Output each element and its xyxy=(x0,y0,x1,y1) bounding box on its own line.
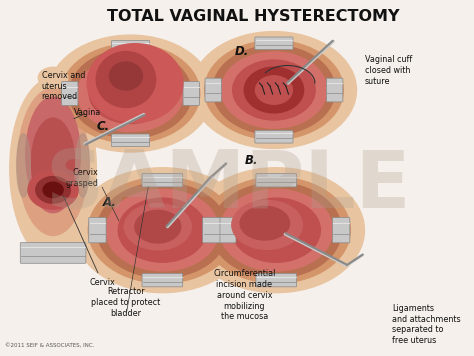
FancyBboxPatch shape xyxy=(332,218,350,243)
Text: SAMPLE: SAMPLE xyxy=(46,147,411,225)
Text: TOTAL VAGINAL HYSTERECTOMY: TOTAL VAGINAL HYSTERECTOMY xyxy=(107,10,400,25)
Circle shape xyxy=(28,171,78,209)
FancyBboxPatch shape xyxy=(62,82,78,105)
Ellipse shape xyxy=(191,32,356,148)
Text: D.: D. xyxy=(235,45,249,58)
Ellipse shape xyxy=(48,35,213,152)
Ellipse shape xyxy=(124,204,191,250)
Ellipse shape xyxy=(205,41,343,140)
Ellipse shape xyxy=(221,52,327,128)
Text: Cervix
grasped: Cervix grasped xyxy=(66,168,99,188)
FancyBboxPatch shape xyxy=(256,173,297,187)
Text: C.: C. xyxy=(96,120,109,134)
Ellipse shape xyxy=(38,67,68,88)
Ellipse shape xyxy=(135,210,181,243)
FancyBboxPatch shape xyxy=(219,218,236,243)
Ellipse shape xyxy=(76,134,90,197)
FancyBboxPatch shape xyxy=(256,273,297,287)
Text: Cervix and
uterus
removed: Cervix and uterus removed xyxy=(42,71,85,101)
FancyBboxPatch shape xyxy=(255,37,293,49)
Ellipse shape xyxy=(232,200,302,249)
Ellipse shape xyxy=(78,56,183,132)
Ellipse shape xyxy=(118,198,207,262)
Ellipse shape xyxy=(97,183,228,278)
FancyBboxPatch shape xyxy=(255,131,293,143)
Text: B.: B. xyxy=(244,154,258,167)
Ellipse shape xyxy=(61,44,200,143)
Ellipse shape xyxy=(213,46,335,135)
FancyBboxPatch shape xyxy=(327,78,343,102)
Text: A.: A. xyxy=(103,196,117,209)
Ellipse shape xyxy=(26,97,81,213)
Ellipse shape xyxy=(232,198,320,262)
Ellipse shape xyxy=(18,88,88,235)
Ellipse shape xyxy=(88,177,237,283)
FancyBboxPatch shape xyxy=(183,82,200,105)
Ellipse shape xyxy=(96,52,155,108)
FancyBboxPatch shape xyxy=(142,173,182,187)
Text: ©2011 SEIF & ASSOCIATES, INC.: ©2011 SEIF & ASSOCIATES, INC. xyxy=(5,342,95,347)
Text: Vagina: Vagina xyxy=(73,108,101,119)
Ellipse shape xyxy=(69,49,191,138)
Ellipse shape xyxy=(211,183,341,278)
Ellipse shape xyxy=(87,44,183,122)
Ellipse shape xyxy=(202,177,350,283)
Circle shape xyxy=(36,177,70,203)
Ellipse shape xyxy=(188,168,365,293)
Ellipse shape xyxy=(240,206,290,240)
Text: Vaginal cuff
closed with
suture: Vaginal cuff closed with suture xyxy=(365,55,412,85)
FancyBboxPatch shape xyxy=(20,243,86,263)
Text: Circumferential
incision made
around cervix
mobilizing
the mucosa: Circumferential incision made around cer… xyxy=(213,269,275,321)
Ellipse shape xyxy=(233,60,315,120)
Ellipse shape xyxy=(10,78,96,260)
FancyBboxPatch shape xyxy=(142,273,182,287)
Ellipse shape xyxy=(109,62,143,90)
Ellipse shape xyxy=(31,118,75,206)
Text: Cervix: Cervix xyxy=(64,196,115,287)
Circle shape xyxy=(255,76,292,104)
Circle shape xyxy=(244,67,304,113)
FancyBboxPatch shape xyxy=(202,218,220,243)
Ellipse shape xyxy=(220,189,333,271)
FancyBboxPatch shape xyxy=(89,218,106,243)
FancyBboxPatch shape xyxy=(111,134,150,147)
Ellipse shape xyxy=(17,134,30,197)
Ellipse shape xyxy=(89,64,172,124)
Ellipse shape xyxy=(74,168,251,293)
Circle shape xyxy=(43,182,63,198)
Text: Retractor
placed to protect
bladder: Retractor placed to protect bladder xyxy=(91,287,161,318)
Ellipse shape xyxy=(106,189,219,271)
Text: Ligaments
and attachments
separated to
free uterus: Ligaments and attachments separated to f… xyxy=(392,304,461,345)
FancyBboxPatch shape xyxy=(205,78,221,102)
FancyBboxPatch shape xyxy=(111,41,150,53)
